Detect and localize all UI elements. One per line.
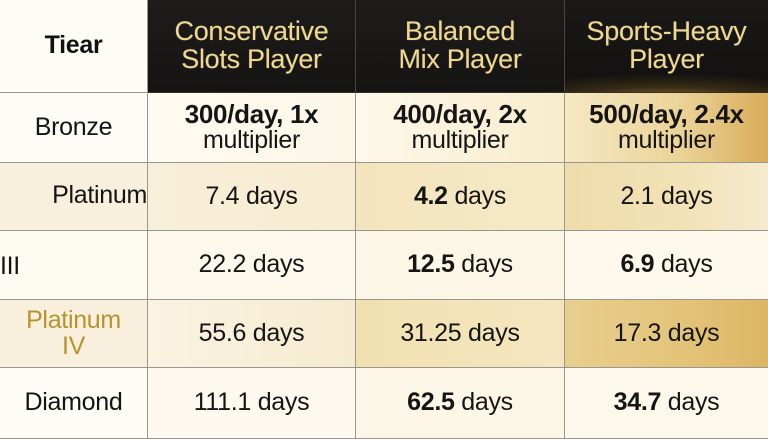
diamond-conservative-cell: 111.1 days xyxy=(148,368,356,439)
header-sports-heavy: Sports-Heavy Player xyxy=(565,0,768,93)
tier-platinum-iv: Platinum IV xyxy=(0,300,148,368)
bronze-sports-cell: 500/day, 2.4x multiplier xyxy=(565,93,768,163)
header-tier-label: Tiear xyxy=(44,31,103,60)
diamond-sports-cell: 34.7 days xyxy=(565,368,768,439)
platinum-iii-a-sports-cell: 2.1 days xyxy=(565,163,768,231)
platinum-iii-b-conservative-cell: 22.2 days xyxy=(148,231,356,300)
platinum-iv-sports-cell: 17.3 days xyxy=(565,300,768,368)
platinum-iii-a-balanced-cell: 4.2 days xyxy=(356,163,565,231)
bronze-balanced-cell: 400/day, 2x multiplier xyxy=(356,93,565,163)
platinum-iii-b-sports-cell: 6.9 days xyxy=(565,231,768,300)
platinum-iv-balanced-cell: 31.25 days xyxy=(356,300,565,368)
platinum-iii-a-conservative-cell: 7.4 days xyxy=(148,163,356,231)
tier-diamond: Diamond xyxy=(0,368,148,439)
header-balanced-mix: Balanced Mix Player xyxy=(356,0,565,93)
tier-platinum-iii-top: Platinum xyxy=(0,163,148,231)
platinum-iv-conservative-cell: 55.6 days xyxy=(148,300,356,368)
diamond-balanced-cell: 62.5 days xyxy=(356,368,565,439)
tier-platinum-iii-bottom: III xyxy=(0,231,148,300)
bronze-conservative-cell: 300/day, 1x multiplier xyxy=(148,93,356,163)
header-conservative-slots: Conservative Slots Player xyxy=(148,0,356,93)
platinum-iii-b-balanced-cell: 12.5 days xyxy=(356,231,565,300)
header-tier: Tiear xyxy=(0,0,148,93)
tier-bronze: Bronze xyxy=(0,93,148,163)
